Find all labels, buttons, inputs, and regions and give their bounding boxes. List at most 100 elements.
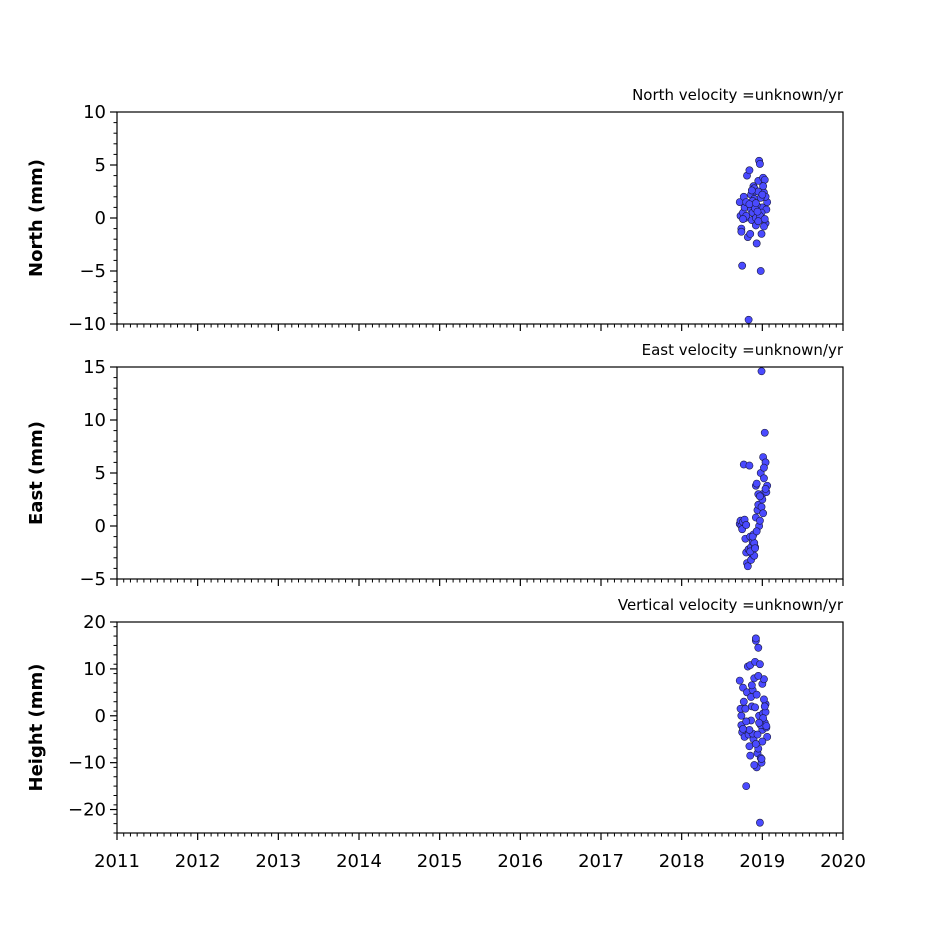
height-data-point bbox=[757, 755, 766, 763]
east-data-point bbox=[761, 484, 770, 493]
north-axes-frame bbox=[116, 111, 844, 325]
north-data-point bbox=[753, 207, 762, 216]
height-xtick-label: 2014 bbox=[336, 851, 382, 872]
height-data-point bbox=[758, 737, 767, 746]
north-ytick-label: 0 bbox=[95, 208, 106, 229]
north-data-point bbox=[756, 160, 764, 168]
north-data-point bbox=[759, 182, 768, 191]
east-ylabel: East (mm) bbox=[26, 421, 47, 525]
north-data-point bbox=[744, 315, 753, 324]
height-xtick-label: 2015 bbox=[417, 851, 463, 872]
east-data-point bbox=[756, 492, 764, 501]
height-data-point bbox=[735, 676, 744, 685]
north-ytick-label: −10 bbox=[68, 314, 106, 335]
height-data-point bbox=[751, 703, 759, 712]
north-data-point bbox=[760, 175, 769, 184]
north-data-point bbox=[752, 239, 761, 248]
north-panel: North velocity =unknown/yr North (mm) −10 −… bbox=[26, 86, 844, 335]
east-axes-frame bbox=[116, 366, 844, 580]
height-ylabel: Height (mm) bbox=[26, 664, 47, 792]
north-data-point bbox=[754, 217, 763, 226]
east-data-point bbox=[742, 521, 751, 529]
height-data-point bbox=[760, 702, 769, 711]
east-data-point bbox=[745, 461, 754, 470]
height-data-point bbox=[745, 725, 754, 734]
height-data-point bbox=[763, 732, 772, 741]
height-data-point bbox=[745, 742, 754, 751]
height-axes-frame bbox=[116, 621, 844, 834]
height-data-point bbox=[742, 717, 751, 726]
height-xtick-label: 2018 bbox=[659, 851, 705, 872]
north-data-point bbox=[756, 267, 765, 275]
height-data-point bbox=[737, 711, 746, 720]
height-data-point bbox=[739, 725, 747, 733]
north-ylabel: North (mm) bbox=[26, 159, 47, 277]
height-data-point bbox=[754, 643, 763, 652]
east-ytick-label: 10 bbox=[83, 410, 106, 431]
north-data-point bbox=[758, 190, 767, 199]
height-data-point bbox=[756, 818, 764, 827]
east-data-point bbox=[760, 474, 768, 483]
height-data-point bbox=[739, 697, 748, 706]
height-data-point bbox=[752, 690, 761, 699]
height-xtick-label: 2011 bbox=[94, 851, 140, 872]
height-data-point bbox=[755, 718, 764, 727]
east-data-point bbox=[760, 463, 768, 472]
height-data-point bbox=[754, 672, 763, 680]
east-data-point bbox=[752, 527, 761, 536]
north-ytick-label: 10 bbox=[83, 102, 106, 123]
north-title: North velocity =unknown/yr bbox=[632, 86, 844, 104]
north-data-point bbox=[757, 229, 766, 238]
north-data-point bbox=[745, 200, 754, 209]
north-ytick-label: −5 bbox=[79, 261, 106, 282]
east-panel: East velocity =unknown/yr East (mm) −5 0 5 10… bbox=[26, 341, 844, 590]
north-data-point bbox=[739, 215, 747, 223]
east-ytick-label: 5 bbox=[95, 463, 106, 484]
height-data-point bbox=[751, 740, 760, 748]
height-xtick-label: 2012 bbox=[175, 851, 221, 872]
height-data-point bbox=[746, 751, 755, 760]
height-data-point bbox=[753, 730, 762, 739]
height-data-point bbox=[741, 704, 750, 713]
height-data-point bbox=[762, 722, 771, 730]
height-xtick-label: 2013 bbox=[255, 851, 301, 872]
east-data-point bbox=[751, 544, 759, 553]
east-data-point bbox=[743, 562, 752, 571]
north-data-point bbox=[745, 166, 754, 175]
east-data-point bbox=[756, 516, 764, 525]
height-xtick-label: 2016 bbox=[497, 851, 543, 872]
height-data-point bbox=[756, 660, 764, 669]
east-ytick-label: 15 bbox=[83, 357, 106, 378]
north-data-point bbox=[747, 186, 756, 195]
height-data-point bbox=[760, 695, 768, 704]
height-ytick-label: 20 bbox=[83, 612, 106, 633]
height-data-point bbox=[750, 761, 759, 769]
height-xtick-label: 2020 bbox=[820, 851, 866, 872]
north-data-point bbox=[737, 227, 746, 236]
height-title: Vertical velocity =unknown/yr bbox=[618, 596, 844, 614]
north-data-point bbox=[751, 199, 760, 208]
east-data-point bbox=[757, 503, 766, 511]
height-ytick-label: −10 bbox=[68, 753, 106, 774]
east-ytick-label: −5 bbox=[79, 569, 106, 590]
height-panel: Vertical velocity =unknown/yr Height (mm)… bbox=[26, 596, 866, 872]
north-data-point bbox=[746, 229, 755, 238]
east-data-point bbox=[757, 367, 766, 376]
east-data-point bbox=[759, 509, 768, 518]
east-data-point bbox=[748, 532, 757, 541]
east-title: East velocity =unknown/yr bbox=[642, 341, 844, 359]
height-ytick-label: −20 bbox=[68, 800, 106, 821]
height-ytick-label: 0 bbox=[95, 706, 106, 727]
height-data-point bbox=[751, 634, 760, 643]
east-data-point bbox=[760, 428, 769, 437]
north-ytick-label: 5 bbox=[95, 155, 106, 176]
east-data-point bbox=[752, 479, 761, 488]
height-data-point bbox=[747, 681, 756, 690]
height-data-point bbox=[742, 782, 751, 791]
north-data-point bbox=[760, 215, 769, 223]
north-data-point bbox=[738, 261, 747, 270]
height-xtick-label: 2019 bbox=[739, 851, 785, 872]
height-ytick-label: 10 bbox=[83, 659, 106, 680]
height-xtick-label: 2017 bbox=[578, 851, 624, 872]
